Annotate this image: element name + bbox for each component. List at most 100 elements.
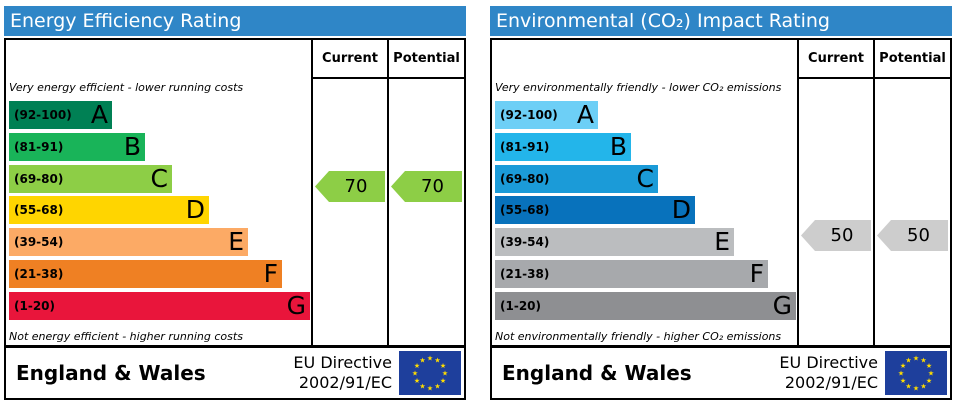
band-letter: B — [123, 131, 141, 161]
current-rating-arrow: 50 — [801, 220, 871, 251]
rating-band-g: (1-20) G — [9, 290, 310, 320]
footer: England & Wales EU Directive 2002/91/EC … — [4, 346, 466, 400]
eu-star: ★ — [434, 382, 440, 390]
eu-flag-icon: ★ ★★★★★★★★★★★ — [399, 351, 461, 395]
eu-star: ★ — [900, 362, 906, 370]
potential-column-header: Potential — [879, 51, 946, 66]
eu-star: ★ — [414, 362, 420, 370]
top-note: Very energy efficient - lower running co… — [9, 81, 244, 94]
eu-star: ★ — [442, 370, 448, 378]
potential-rating-value: 50 — [907, 225, 930, 246]
eu-directive: EU Directive 2002/91/EC — [293, 353, 392, 393]
potential-column-header: Potential — [393, 51, 460, 66]
rating-band-d: (55-68) D — [495, 195, 695, 225]
band-letter: A — [576, 100, 594, 129]
band-range: (81-91) — [500, 139, 550, 154]
rating-band-a: (92-100) A — [495, 101, 598, 129]
environmental-chart: Current Potential Very environmentally f… — [490, 38, 952, 347]
band-range: (69-80) — [14, 171, 64, 186]
band-range: (1-20) — [500, 298, 541, 313]
eu-star: ★ — [434, 357, 440, 365]
rating-band-g: (1-20) G — [495, 290, 796, 320]
current-column-header: Current — [808, 51, 864, 66]
top-note: Very environmentally friendly - lower CO… — [495, 81, 782, 94]
band-range: (81-91) — [14, 139, 64, 154]
eu-star: ★ — [419, 357, 425, 365]
band-letter: D — [671, 195, 691, 225]
eu-star: ★ — [920, 357, 926, 365]
directive-line2: 2002/91/EC — [784, 373, 878, 392]
band-letter: F — [749, 259, 764, 288]
band-range: (1-20) — [14, 298, 55, 313]
rating-band-b: (81-91) B — [495, 131, 631, 161]
band-letter: B — [609, 131, 627, 161]
directive-line2: 2002/91/EC — [298, 373, 392, 392]
eu-star: ★ — [427, 385, 433, 393]
divider — [873, 40, 875, 345]
rating-band-c: (69-80) C — [495, 163, 658, 193]
energy-title: Energy Efficiency Rating — [4, 6, 466, 36]
band-range: (39-54) — [14, 235, 64, 250]
band-range: (55-68) — [500, 203, 550, 218]
eu-star: ★ — [926, 362, 932, 370]
bottom-note: Not energy efficient - higher running co… — [9, 330, 243, 343]
band-range: (21-38) — [500, 267, 550, 281]
rating-band-c: (69-80) C — [9, 163, 172, 193]
eu-directive: EU Directive 2002/91/EC — [779, 353, 878, 393]
divider — [799, 77, 950, 79]
energy-efficiency-panel: Energy Efficiency Rating Current Potenti… — [4, 6, 466, 400]
band-letter: G — [772, 290, 792, 320]
rating-band-e: (39-54) E — [495, 227, 734, 257]
eu-star: ★ — [898, 370, 904, 378]
eu-star: ★ — [427, 355, 433, 363]
band-range: (55-68) — [14, 203, 64, 218]
environmental-title: Environmental (CO₂) Impact Rating — [490, 6, 952, 36]
eu-star: ★ — [900, 377, 906, 385]
rating-band-a: (92-100) A — [9, 101, 112, 129]
eu-star: ★ — [926, 377, 932, 385]
band-letter: C — [636, 163, 654, 193]
eu-star: ★ — [440, 362, 446, 370]
eu-star: ★ — [928, 370, 934, 378]
current-rating-value: 70 — [344, 176, 368, 197]
eu-star: ★ — [412, 370, 418, 378]
rating-band-f: (21-38) F — [9, 260, 282, 288]
divider — [387, 40, 389, 345]
environmental-impact-panel: Environmental (CO₂) Impact Rating Curren… — [490, 6, 952, 400]
divider — [313, 77, 464, 79]
eu-star: ★ — [414, 377, 420, 385]
band-letter: C — [150, 163, 168, 193]
rating-band-e: (39-54) E — [9, 227, 248, 257]
band-range: (69-80) — [500, 171, 550, 186]
band-letter: A — [90, 100, 108, 129]
rating-band-f: (21-38) F — [495, 260, 768, 288]
band-range: (21-38) — [14, 267, 64, 281]
bottom-note: Not environmentally friendly - higher CO… — [495, 330, 782, 343]
eu-star: ★ — [913, 355, 919, 363]
eu-star: ★ — [905, 382, 911, 390]
band-letter: F — [263, 259, 278, 288]
eu-star: ★ — [905, 357, 911, 365]
eu-star: ★ — [920, 382, 926, 390]
band-letter: E — [714, 227, 730, 257]
rating-band-d: (55-68) D — [9, 196, 209, 225]
directive-line1: EU Directive — [293, 353, 392, 372]
current-rating-value: 50 — [830, 225, 854, 246]
directive-line1: EU Directive — [779, 353, 878, 372]
divider — [797, 40, 799, 345]
current-rating-arrow: 70 — [315, 171, 385, 202]
footer: England & Wales EU Directive 2002/91/EC … — [490, 346, 952, 400]
band-letter: E — [228, 227, 244, 257]
potential-rating-arrow: 70 — [391, 171, 462, 202]
eu-star: ★ — [913, 385, 919, 393]
eu-star: ★ — [440, 377, 446, 385]
rating-band-b: (81-91) B — [9, 131, 145, 161]
energy-chart: Current Potential Very energy efficient … — [4, 38, 466, 347]
country-label: England & Wales — [16, 361, 206, 385]
divider — [311, 40, 313, 345]
potential-rating-arrow: 50 — [877, 220, 948, 251]
band-letter: G — [286, 290, 306, 320]
current-column-header: Current — [322, 51, 378, 66]
band-range: (92-100) — [14, 108, 72, 122]
potential-rating-value: 70 — [421, 176, 444, 197]
